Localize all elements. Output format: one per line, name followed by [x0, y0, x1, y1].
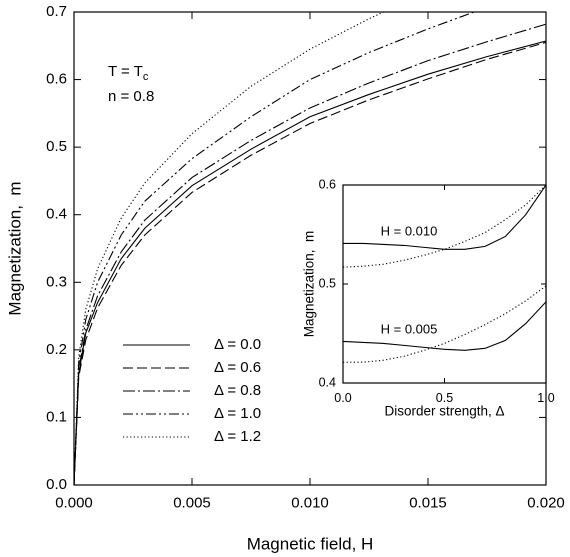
series-line: [343, 185, 546, 250]
series-line: [74, 41, 546, 485]
series-line: [74, 40, 546, 485]
annotation: n = 0.8: [108, 88, 154, 105]
y-tick-label: 0.4: [319, 375, 336, 389]
x-tick-label: 0.5: [436, 391, 453, 405]
y-tick-label: 0.6: [319, 177, 336, 191]
y-tick-label: 0.5: [46, 138, 67, 155]
inset-background: [343, 185, 546, 383]
legend-label: Δ = 0.8: [214, 382, 261, 399]
annotation: T = Tc: [108, 63, 149, 83]
legend-label: Δ = 0.6: [214, 359, 261, 376]
y-axis-title: Magnetization, m: [5, 181, 24, 315]
series-line: [343, 301, 546, 351]
x-axis-title: Magnetic field, H: [247, 534, 374, 553]
y-tick-label: 0.7: [46, 3, 67, 20]
y-tick-label: 0.5: [319, 276, 336, 290]
x-tick-label: 0.020: [527, 495, 565, 512]
annotation: H = 0.010: [381, 223, 438, 238]
x-tick-label: 0.010: [291, 495, 329, 512]
y-tick-label: 0.3: [46, 273, 67, 290]
y-tick-label: 0.2: [46, 341, 67, 358]
annotation-subscript: c: [143, 71, 149, 83]
annotation-text: T = T: [108, 63, 143, 80]
y-tick-label: 0.0: [46, 476, 67, 493]
y-tick-label: 0.1: [46, 408, 67, 425]
legend-label: Δ = 1.0: [214, 405, 261, 422]
x-tick-label: 0.015: [409, 495, 447, 512]
x-tick-label: 0.005: [173, 495, 211, 512]
y-tick-label: 0.4: [46, 206, 67, 223]
legend-label: Δ = 1.2: [214, 428, 261, 445]
annotation-text: n = 0.8: [108, 88, 154, 105]
x-tick-label: 0.000: [55, 495, 93, 512]
y-tick-label: 0.6: [46, 71, 67, 88]
y-axis-title: Magnetization, m: [302, 231, 317, 338]
x-tick-label: 1.0: [537, 391, 554, 405]
legend-label: Δ = 0.0: [214, 336, 261, 353]
annotation: H = 0.005: [381, 321, 438, 336]
series-line: [74, 23, 546, 485]
x-axis-title: Disorder strength, Δ: [384, 404, 504, 419]
x-tick-label: 0.0: [334, 391, 351, 405]
series-line: [74, 12, 476, 485]
